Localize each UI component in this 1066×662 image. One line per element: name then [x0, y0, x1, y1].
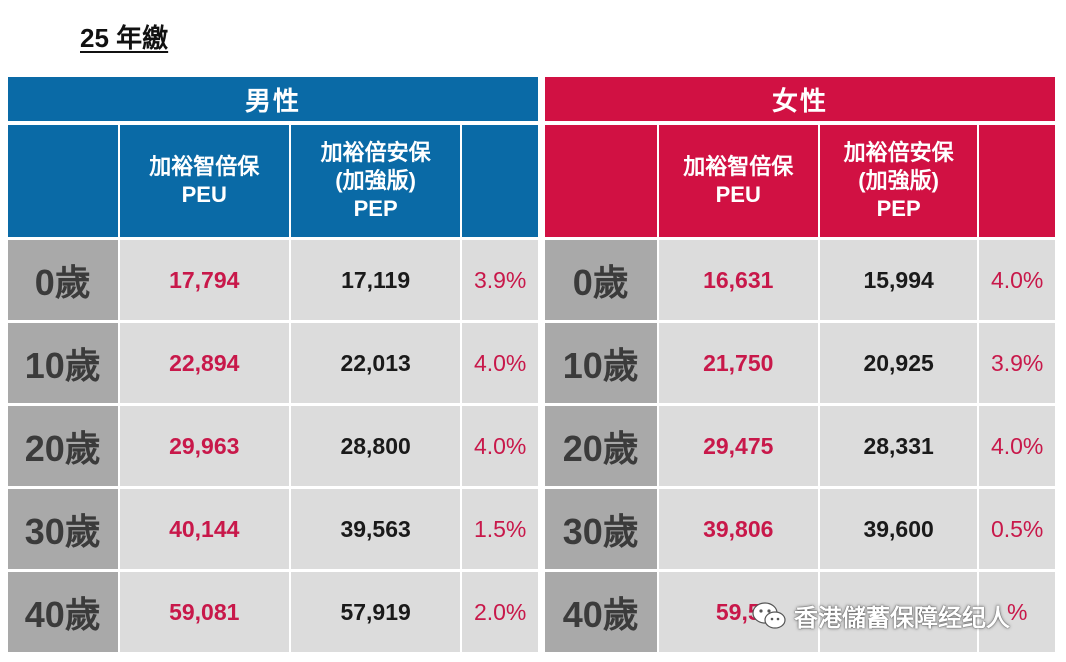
peu-premium: 17,794: [119, 240, 291, 320]
pep-premium: 20,925: [819, 323, 980, 403]
pep-premium: 57,919: [290, 572, 463, 652]
female-column-headers: 加裕智倍保 PEU 加裕倍安保 (加強版) PEP: [545, 125, 1056, 237]
pep-premium: 17,119: [290, 240, 463, 320]
pep-name: 加裕倍安保: [843, 140, 954, 165]
male-column-headers: 加裕智倍保 PEU 加裕倍安保 (加強版) PEP: [8, 125, 539, 237]
age-cell: 0歲: [8, 240, 120, 320]
peu-name: 加裕智倍保: [683, 154, 794, 179]
peu-premium: 39,806: [658, 489, 820, 569]
pep-premium: 15,994: [819, 240, 980, 320]
pep-variant: (加強版): [335, 168, 416, 193]
pep-name: 加裕倍安保: [320, 140, 431, 165]
peu-column-header: 加裕智倍保 PEU: [119, 125, 291, 237]
wechat-icon: [752, 601, 786, 629]
percent-difference: 4.0%: [462, 406, 539, 486]
age-column-header: [545, 125, 659, 237]
peu-premium: 16,631: [658, 240, 820, 320]
table-row: 0歲 16,631 15,994 4.0%: [545, 240, 1056, 320]
age-cell: 30歲: [8, 489, 120, 569]
peu-premium: 22,894: [119, 323, 291, 403]
male-table: 男性 加裕智倍保 PEU 加裕倍安保 (加強版) PEP 0歲 17,794 1…: [8, 77, 539, 652]
age-cell: 20歲: [545, 406, 659, 486]
percent-difference: 1.5%: [462, 489, 539, 569]
age-cell: 10歲: [8, 323, 120, 403]
female-table: 女性 加裕智倍保 PEU 加裕倍安保 (加強版) PEP 0歲 16,631 1…: [545, 77, 1056, 652]
pep-premium: 39,600: [819, 489, 980, 569]
pep-column-header: 加裕倍安保 (加強版) PEP: [290, 125, 463, 237]
pep-code: PEP: [353, 196, 398, 221]
peu-code: PEU: [715, 182, 761, 207]
peu-column-header: 加裕智倍保 PEU: [658, 125, 820, 237]
page-title: 25 年繳: [80, 23, 169, 53]
watermark-text: 香港儲蓄保障经纪人: [794, 605, 1010, 632]
percent-difference: 3.9%: [979, 323, 1056, 403]
percent-difference: 4.0%: [462, 323, 539, 403]
peu-name: 加裕智倍保: [149, 154, 260, 179]
percent-column-header: [979, 125, 1056, 237]
age-cell: 30歲: [545, 489, 659, 569]
pep-variant: (加強版): [858, 168, 939, 193]
percent-difference: 3.9%: [462, 240, 539, 320]
table-row: 20歲 29,475 28,331 4.0%: [545, 406, 1056, 486]
pep-premium: 28,800: [290, 406, 463, 486]
table-row: 30歲 39,806 39,600 0.5%: [545, 489, 1056, 569]
table-row: 20歲 29,963 28,800 4.0%: [8, 406, 539, 486]
age-cell: 40歲: [8, 572, 120, 652]
table-row: 10歲 21,750 20,925 3.9%: [545, 323, 1056, 403]
percent-difference: 4.0%: [979, 240, 1056, 320]
pep-column-header: 加裕倍安保 (加強版) PEP: [819, 125, 980, 237]
peu-premium: 59,081: [119, 572, 291, 652]
female-header: 女性: [545, 77, 1055, 121]
pep-premium: [819, 572, 980, 652]
peu-premium: 59,5: [658, 572, 820, 652]
table-row: 10歲 22,894 22,013 4.0%: [8, 323, 539, 403]
peu-premium: 29,475: [658, 406, 820, 486]
male-header: 男性: [8, 77, 538, 121]
percent-difference: 2.0%: [462, 572, 539, 652]
percent-column-header: [462, 125, 539, 237]
percent-difference: %: [979, 572, 1056, 652]
table-row: 40歲 59,081 57,919 2.0%: [8, 572, 539, 652]
age-column-header: [8, 125, 120, 237]
pep-code: PEP: [876, 196, 921, 221]
pep-premium: 39,563: [290, 489, 463, 569]
age-cell: 20歲: [8, 406, 120, 486]
watermark: 香港儲蓄保障经纪人: [752, 598, 1010, 633]
peu-premium: 21,750: [658, 323, 820, 403]
percent-difference: 0.5%: [979, 489, 1056, 569]
table-row: 30歲 40,144 39,563 1.5%: [8, 489, 539, 569]
age-cell: 0歲: [545, 240, 659, 320]
peu-code: PEU: [181, 182, 227, 207]
percent-difference: 4.0%: [979, 406, 1056, 486]
pep-premium: 22,013: [290, 323, 463, 403]
age-cell: 40歲: [545, 572, 659, 652]
peu-premium: 29,963: [119, 406, 291, 486]
table-row: 40歲 59,5 %: [545, 572, 1056, 652]
pep-premium: 28,331: [819, 406, 980, 486]
table-row: 0歲 17,794 17,119 3.9%: [8, 240, 539, 320]
age-cell: 10歲: [545, 323, 659, 403]
peu-premium: 40,144: [119, 489, 291, 569]
